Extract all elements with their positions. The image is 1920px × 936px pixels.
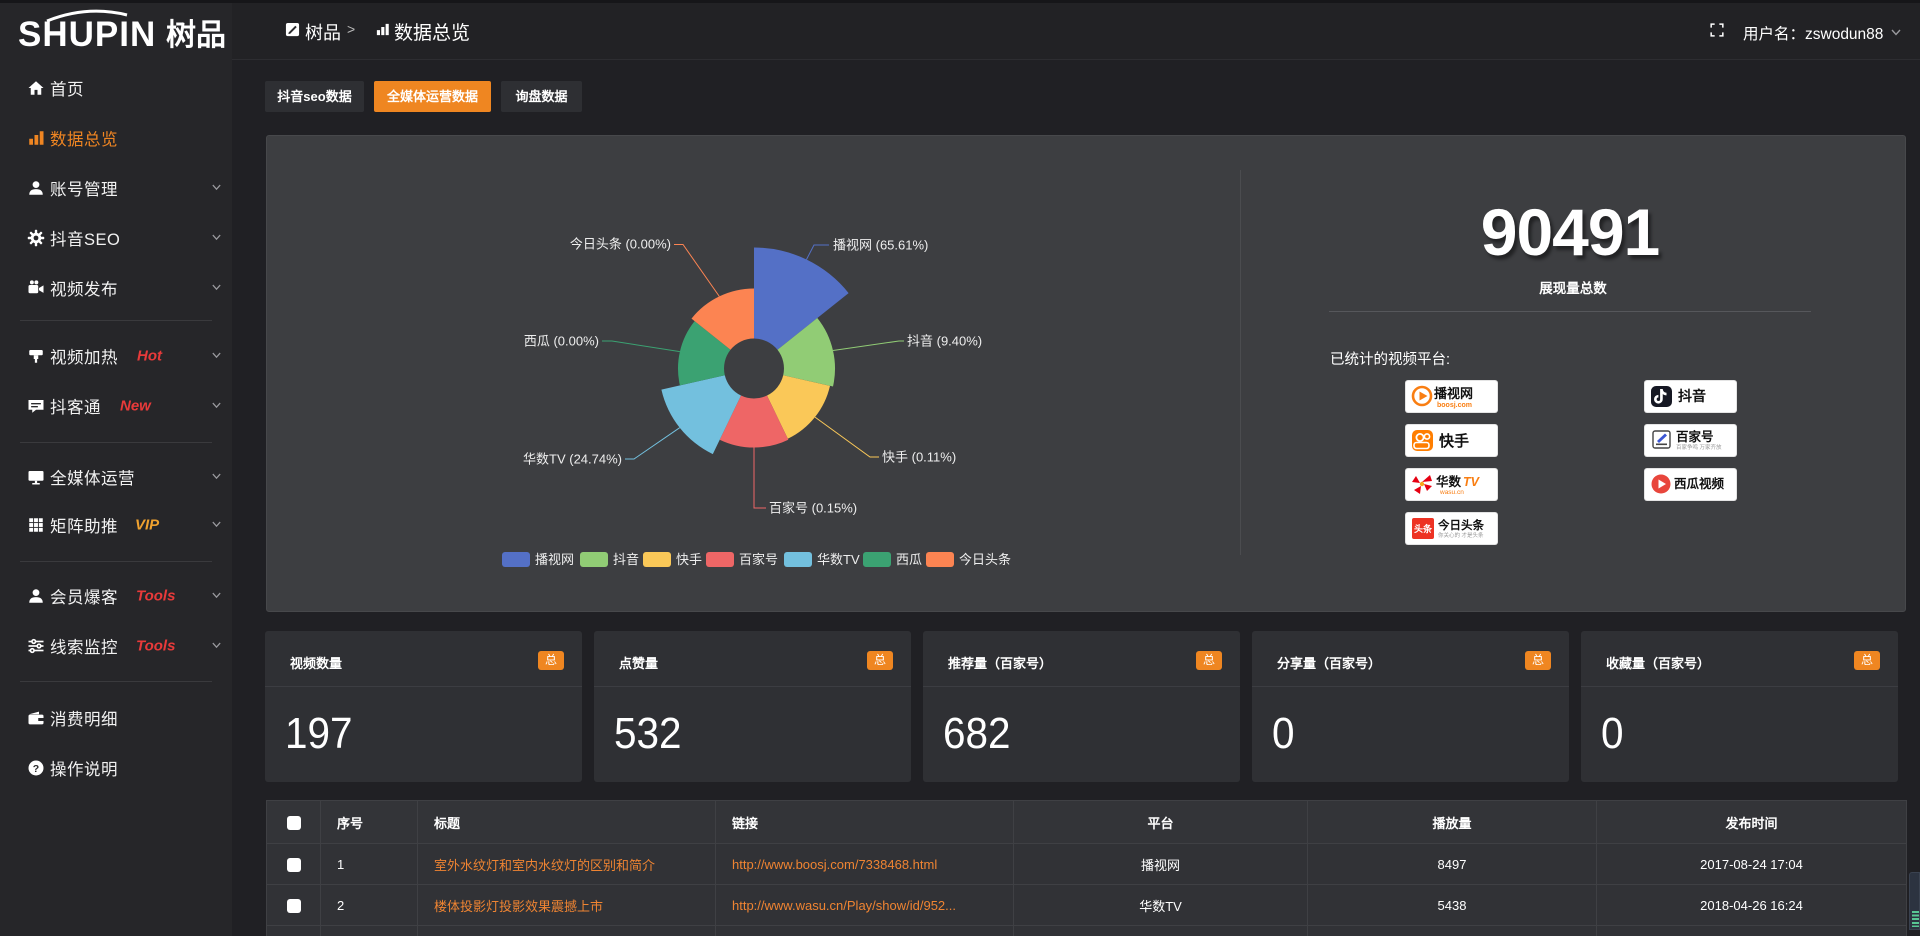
svg-text:抖音: 抖音 [613,552,639,567]
svg-text:华数TV (24.74%): 华数TV (24.74%) [523,452,622,467]
svg-text:百家号: 百家号 [739,552,778,567]
svg-text:今日头条: 今日头条 [959,552,1011,567]
svg-text:华数: 华数 [1436,474,1462,489]
svg-text:boosj.com: boosj.com [1437,402,1472,409]
svg-text:西瓜: 西瓜 [896,552,922,567]
svg-text:快手: 快手 [1439,432,1469,450]
svg-text:快手: 快手 [676,552,702,567]
svg-text:华数TV: 华数TV [817,552,860,567]
svg-text:wasu.cn: wasu.cn [1439,489,1464,496]
svg-text:头条: 头条 [1414,523,1433,534]
svg-text:百家号: 百家号 [1676,429,1714,444]
svg-text:TV: TV [1463,475,1481,489]
svg-text:抖音: 抖音 [1678,388,1706,404]
svg-text:快手 (0.11%): 快手 (0.11%) [882,450,956,465]
svg-text:百家争鸣 万家齐放: 百家争鸣 万家齐放 [1676,443,1722,451]
svg-text:百家号 (0.15%): 百家号 (0.15%) [769,501,857,516]
svg-text:今日头条 (0.00%): 今日头条 (0.00%) [570,237,671,252]
svg-text:树品: 树品 [166,19,226,52]
svg-text:SHUPIN: SHUPIN [18,15,156,52]
svg-text:播视网 (65.61%): 播视网 (65.61%) [833,238,928,253]
svg-text:西瓜视频: 西瓜视频 [1674,476,1725,491]
svg-text:今日头条: 今日头条 [1437,518,1484,532]
svg-text:西瓜 (0.00%): 西瓜 (0.00%) [524,334,599,349]
svg-text:抖音 (9.40%): 抖音 (9.40%) [907,334,982,349]
svg-text:你关心的 才是头条: 你关心的 才是头条 [1438,531,1484,539]
svg-text:播视网: 播视网 [535,552,574,567]
svg-text:播视网: 播视网 [1434,386,1473,401]
